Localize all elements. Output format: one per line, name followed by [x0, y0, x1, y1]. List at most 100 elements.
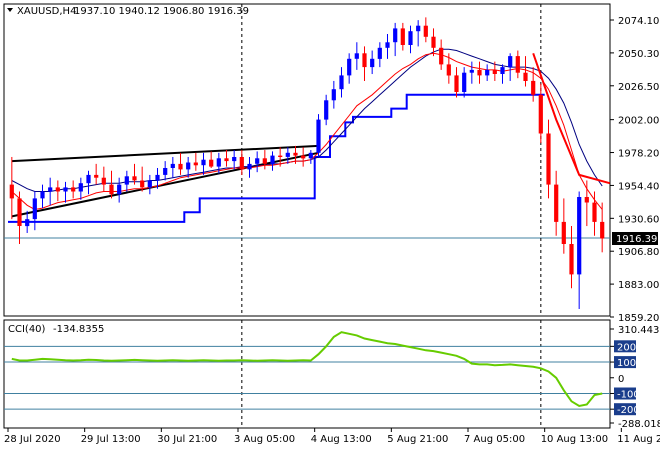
bear-candle — [262, 158, 267, 164]
bull-candle — [370, 58, 375, 68]
cci-level-box — [614, 356, 636, 369]
bull-candle — [163, 168, 168, 175]
bull-candle — [508, 56, 513, 68]
bull-candle — [170, 163, 175, 168]
bear-candle — [293, 152, 298, 156]
bear-candle — [178, 163, 183, 170]
price-tick-label: 1906.80 — [618, 247, 659, 258]
cci-value: -134.8355 — [53, 324, 104, 335]
bull-candle — [255, 158, 260, 164]
cci-tick-label: 100 — [617, 358, 636, 369]
bull-candle — [186, 162, 191, 170]
bull-candle — [247, 163, 252, 170]
bull-candle — [124, 176, 129, 185]
axis-labels: 2074.10 2050.30 2026.50 2002.00 1978.20 1954.… — [4, 16, 660, 445]
bear-candle — [538, 94, 543, 134]
bull-candle — [155, 174, 160, 181]
price-tick-label: 1883.00 — [618, 280, 659, 291]
bear-candle — [278, 155, 283, 157]
bear-candle — [301, 155, 306, 159]
stepline-indicator — [8, 93, 545, 223]
last-price-tag — [612, 232, 658, 245]
cci-tick-label: -288.0187 — [618, 419, 660, 430]
price-tick-label: 2074.10 — [618, 16, 659, 27]
x-tick-label: 10 Aug 13:00 — [541, 434, 608, 445]
bear-candle — [132, 176, 137, 181]
bear-candle — [592, 202, 597, 222]
bull-candle — [354, 53, 359, 59]
bull-candle — [78, 183, 83, 192]
bull-candle — [485, 69, 490, 76]
x-tick-label: 30 Jul 21:00 — [157, 434, 217, 445]
bear-candle — [531, 80, 536, 95]
ohlc-readout: 1937.10 1940.12 1906.80 1916.39 — [74, 6, 249, 17]
dropdown-arrow-icon[interactable] — [7, 8, 13, 12]
price-tick-label: 1978.20 — [618, 149, 659, 160]
bear-candle — [423, 25, 428, 37]
bull-candle — [347, 58, 352, 76]
cci-level-box — [614, 387, 636, 400]
trendline — [11, 144, 319, 163]
cci-level-box — [614, 340, 636, 353]
bull-candle — [339, 75, 344, 90]
bull-candle — [316, 119, 321, 153]
x-tick-label: 4 Aug 13:00 — [311, 434, 372, 445]
bull-candle — [385, 42, 390, 48]
cci-tick-label: -200 — [617, 405, 640, 416]
bear-candle — [515, 56, 520, 73]
bull-candle — [48, 187, 53, 192]
cci-tick-label: -100 — [617, 390, 640, 401]
bear-candle — [546, 133, 551, 185]
bear-candle — [569, 244, 574, 275]
bear-candle — [224, 158, 229, 162]
bull-candle — [285, 152, 290, 157]
bull-candle — [324, 100, 329, 120]
bear-candle — [101, 177, 106, 185]
bear-candle — [477, 69, 482, 76]
bull-candle — [377, 47, 382, 59]
bull-candle — [416, 25, 421, 32]
bear-candle — [55, 187, 60, 192]
bear-candle — [239, 157, 244, 170]
bull-candle — [147, 180, 152, 188]
cci-title: CCI(40) — [8, 324, 46, 335]
bull-candle — [469, 69, 474, 73]
x-tick-label: 29 Jul 13:00 — [81, 434, 141, 445]
bull-candle — [40, 191, 45, 199]
bull-candle — [117, 184, 122, 195]
bull-candle — [216, 158, 221, 167]
bear-candle — [561, 221, 566, 244]
cci-plot-area — [4, 320, 610, 428]
bear-candle — [523, 72, 528, 81]
bull-candle — [577, 197, 582, 275]
symbol-timeframe: XAUUSD,H4 — [17, 6, 76, 17]
bear-candle — [9, 184, 14, 199]
bull-candle — [63, 187, 68, 192]
bear-candle — [193, 162, 198, 166]
trendline — [11, 151, 319, 218]
bull-candle — [32, 198, 37, 220]
bear-candle — [94, 174, 99, 178]
bull-candle — [201, 159, 206, 166]
cci-line — [11, 331, 603, 408]
bear-candle — [209, 159, 214, 167]
bear-candle — [109, 184, 114, 195]
price-tick-label: 1859.20 — [618, 313, 659, 324]
bear-candle — [600, 221, 605, 239]
cci-level-box — [614, 403, 636, 416]
bull-candle — [462, 72, 467, 92]
cci-tick-label: 0 — [618, 374, 624, 385]
bull-candle — [25, 219, 30, 227]
cci-tick-label: 310.4437 — [618, 325, 660, 336]
last-price-label: 1916.39 — [616, 234, 657, 245]
bull-candle — [308, 152, 313, 159]
bear-candle — [584, 197, 589, 203]
bear-candle — [492, 69, 497, 74]
bear-candle — [554, 184, 559, 222]
price-tick-label: 1930.60 — [618, 214, 659, 225]
bear-candle — [439, 47, 444, 65]
x-tick-label: 5 Aug 21:00 — [387, 434, 448, 445]
cci-pane-frame — [3, 319, 611, 429]
bear-candle — [17, 198, 22, 226]
x-tick-label: 3 Aug 05:00 — [234, 434, 295, 445]
